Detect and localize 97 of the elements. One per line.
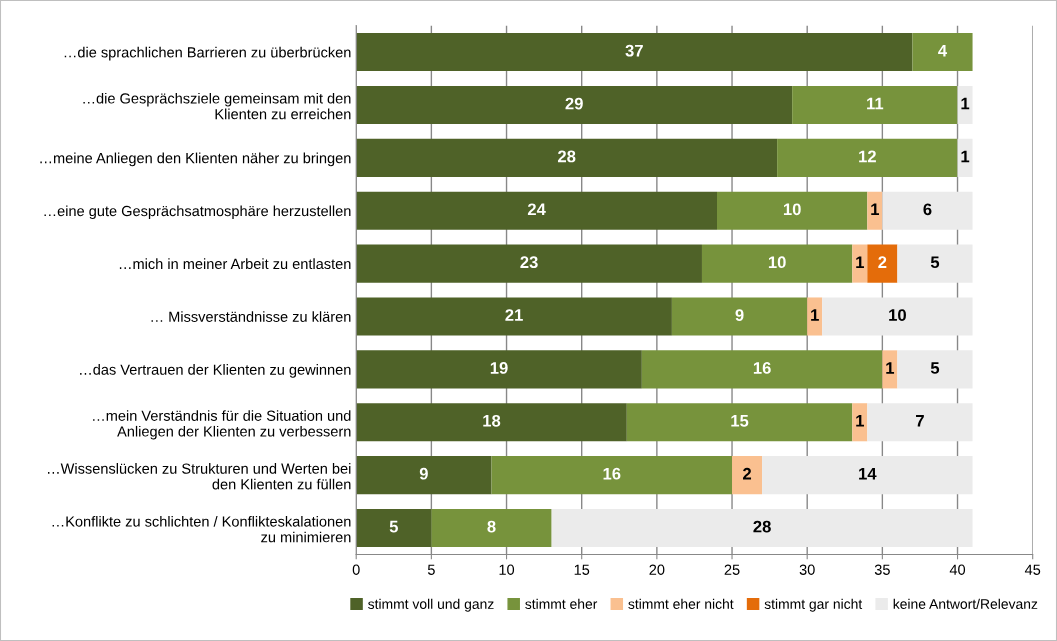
legend-label: stimmt gar nicht bbox=[764, 598, 863, 612]
bar bbox=[356, 508, 432, 548]
bar bbox=[867, 403, 973, 442]
data-label: 2 bbox=[743, 467, 752, 480]
data-label: 1 bbox=[961, 150, 970, 163]
legend-label: stimmt eher bbox=[525, 598, 598, 609]
bar bbox=[356, 297, 672, 336]
data-label: 1 bbox=[871, 203, 880, 216]
bar bbox=[671, 297, 808, 336]
y-tick-label: …die sprachlichen Barrieren zu überbrücken bbox=[64, 46, 351, 61]
data-label: 37 bbox=[625, 44, 643, 57]
bar bbox=[356, 403, 627, 442]
bar bbox=[641, 350, 883, 389]
y-tick-label: … Missverständnisse zu klären bbox=[151, 311, 351, 322]
y-tick-label: …mich in meiner Arbeit zu entlasten bbox=[119, 258, 351, 270]
data-label: 1 bbox=[856, 415, 864, 427]
data-label: 15 bbox=[731, 415, 749, 427]
x-tick-label: 40 bbox=[949, 564, 966, 575]
y-tick-label: …die Gesprächsziele gemeinsam mit den Klienten zu erreichen bbox=[83, 92, 351, 120]
y-tick-label: …Wissenslücken zu Strukturen und Werten bei den Klienten zu füllen bbox=[48, 463, 351, 490]
data-label: 9 bbox=[735, 309, 744, 321]
bar bbox=[762, 456, 973, 495]
bar bbox=[777, 138, 958, 177]
bar bbox=[957, 85, 973, 124]
bar bbox=[867, 191, 883, 230]
bar bbox=[356, 33, 913, 72]
x-tick-label: 25 bbox=[724, 564, 740, 575]
bar bbox=[551, 508, 973, 548]
data-label: 5 bbox=[930, 256, 940, 269]
x-tick-label: 35 bbox=[874, 564, 890, 575]
data-label: 2 bbox=[878, 256, 887, 268]
x-tick-label: 15 bbox=[574, 564, 590, 575]
data-label: 5 bbox=[389, 520, 398, 533]
y-tick-label: …das Vertrauen der Klienten zu gewinnen bbox=[80, 364, 351, 378]
y-tick-label: …Konflikte zu schlichten / Konflikteskalationen zu minimieren bbox=[52, 515, 351, 543]
data-label: 24 bbox=[527, 203, 546, 216]
data-label: 1 bbox=[886, 362, 895, 374]
bar bbox=[356, 138, 778, 177]
bar bbox=[957, 138, 973, 177]
x-tick-label: 45 bbox=[1024, 564, 1041, 575]
bar bbox=[882, 191, 973, 230]
y-tick-label: …eine gute Gesprächsatmosphäre herzustellen bbox=[44, 205, 351, 220]
bar bbox=[732, 456, 763, 495]
bar bbox=[356, 85, 793, 124]
legend-label: stimmt eher nicht bbox=[628, 598, 734, 609]
legend-label: keine Antwort/Relevanz bbox=[893, 598, 1038, 609]
data-label: 10 bbox=[768, 256, 786, 269]
bar bbox=[882, 350, 898, 389]
bar bbox=[792, 85, 958, 124]
bar bbox=[356, 350, 642, 389]
y-tick-label: …mein Verständnis für die Situation und Anliegen der Klienten zu verbessern bbox=[93, 410, 351, 440]
data-label: 11 bbox=[867, 97, 884, 110]
data-label: 1 bbox=[961, 97, 970, 110]
bar bbox=[852, 244, 868, 283]
bar bbox=[897, 244, 973, 283]
data-label: 19 bbox=[490, 362, 508, 374]
bar bbox=[626, 403, 853, 442]
data-label: 5 bbox=[930, 362, 940, 374]
data-label: 4 bbox=[938, 44, 948, 57]
data-label: 16 bbox=[603, 467, 621, 480]
data-label: 1 bbox=[811, 309, 819, 321]
bar bbox=[867, 244, 898, 283]
data-label: 12 bbox=[859, 150, 876, 163]
data-label: 18 bbox=[483, 414, 501, 427]
bar bbox=[356, 191, 717, 230]
bar bbox=[431, 508, 552, 548]
x-tick-label: 20 bbox=[649, 564, 665, 575]
data-label: 9 bbox=[419, 467, 428, 480]
data-label: 28 bbox=[557, 150, 576, 163]
data-label: 16 bbox=[753, 362, 771, 374]
data-label: 7 bbox=[916, 415, 924, 427]
data-label: 1 bbox=[856, 256, 864, 268]
bar bbox=[701, 244, 853, 283]
x-tick-label: 0 bbox=[352, 564, 360, 575]
data-label: 23 bbox=[520, 256, 538, 269]
bar bbox=[491, 456, 733, 495]
data-label: 10 bbox=[783, 203, 801, 216]
x-tick-label: 10 bbox=[499, 564, 515, 575]
x-tick-label: 30 bbox=[799, 564, 815, 575]
bar bbox=[717, 191, 868, 230]
bar bbox=[356, 244, 702, 283]
data-label: 14 bbox=[859, 467, 877, 480]
x-tick-label: 5 bbox=[427, 564, 435, 575]
legend-label: stimmt voll und ganz bbox=[368, 598, 494, 612]
data-label: 8 bbox=[487, 520, 496, 533]
bar bbox=[912, 33, 973, 72]
data-label: 6 bbox=[923, 203, 932, 216]
bar bbox=[356, 456, 492, 495]
data-label: 10 bbox=[889, 309, 906, 321]
bar bbox=[822, 297, 973, 336]
data-label: 28 bbox=[753, 520, 771, 533]
bar bbox=[897, 350, 973, 389]
y-tick-label: …meine Anliegen den Klienten näher zu bringen bbox=[40, 152, 351, 167]
data-label: 21 bbox=[505, 309, 523, 321]
data-label: 29 bbox=[565, 97, 583, 110]
bar bbox=[807, 297, 823, 336]
bar bbox=[852, 403, 868, 442]
